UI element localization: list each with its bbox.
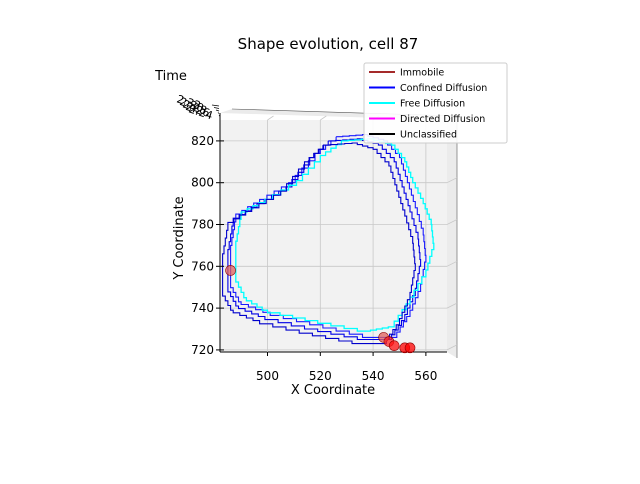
position-marker	[388, 340, 400, 352]
z-axis-label: Time	[154, 69, 187, 84]
axes-3d-box	[219, 108, 458, 358]
position-marker	[225, 265, 236, 276]
grid-line-y-side	[446, 177, 458, 184]
grid-line-x-top	[320, 115, 327, 121]
grid-line-y-side	[446, 302, 458, 309]
marker-layer	[225, 265, 416, 354]
series-outline	[235, 138, 435, 332]
x-tick-label: 520	[309, 369, 332, 383]
y-tick-label: 740	[191, 301, 214, 315]
z-tick-mark	[213, 107, 220, 109]
y-tick-label: 760	[191, 259, 214, 273]
x-tick-label: 560	[414, 369, 437, 383]
y-tick-label: 780	[191, 218, 214, 232]
z-axis-ticks: 2.322.302.282.262.24	[175, 92, 221, 122]
grid-line-y-side	[446, 260, 458, 267]
legend-box	[363, 62, 508, 144]
grid-line-y-side	[446, 219, 458, 225]
x-tick-label: 540	[362, 369, 385, 383]
legend-label: Free Diffusion	[400, 99, 465, 110]
y-axis-ticks: 720 740 760 780 800 820	[191, 134, 224, 357]
grid-line-x-top	[267, 115, 274, 121]
side-pane	[447, 116, 457, 358]
z-tick-label: 2.24	[187, 102, 214, 122]
z-tick-mark	[218, 114, 221, 117]
position-marker	[404, 342, 416, 354]
legend-label: Immobile	[400, 68, 444, 79]
y-tick-label: 800	[191, 176, 214, 190]
legend-label: Confined Diffusion	[400, 83, 487, 94]
z-tick-mark	[215, 109, 220, 112]
y-axis-label: Y Coordinate	[172, 196, 187, 280]
z-tick-mark	[211, 104, 220, 107]
y-tick-label: 720	[191, 343, 214, 357]
x-tick-label: 500	[256, 369, 279, 383]
legend-label: Unclassified	[400, 130, 457, 141]
back-pane	[220, 120, 447, 352]
legend: Immobile Confined Diffusion Free Diffusion…	[363, 62, 508, 144]
x-axis-label: X Coordinate	[291, 383, 375, 398]
z-tick-mark	[217, 112, 220, 114]
y-tick-label: 820	[191, 134, 214, 148]
legend-items: Immobile Confined Diffusion Free Diffusion…	[369, 68, 487, 141]
legend-label: Directed Diffusion	[400, 114, 485, 125]
grid-line-y-side	[446, 344, 458, 351]
x-axis-ticks: 500 520 540 560	[256, 352, 437, 383]
chart-title: Shape evolution, cell 87	[238, 35, 419, 53]
